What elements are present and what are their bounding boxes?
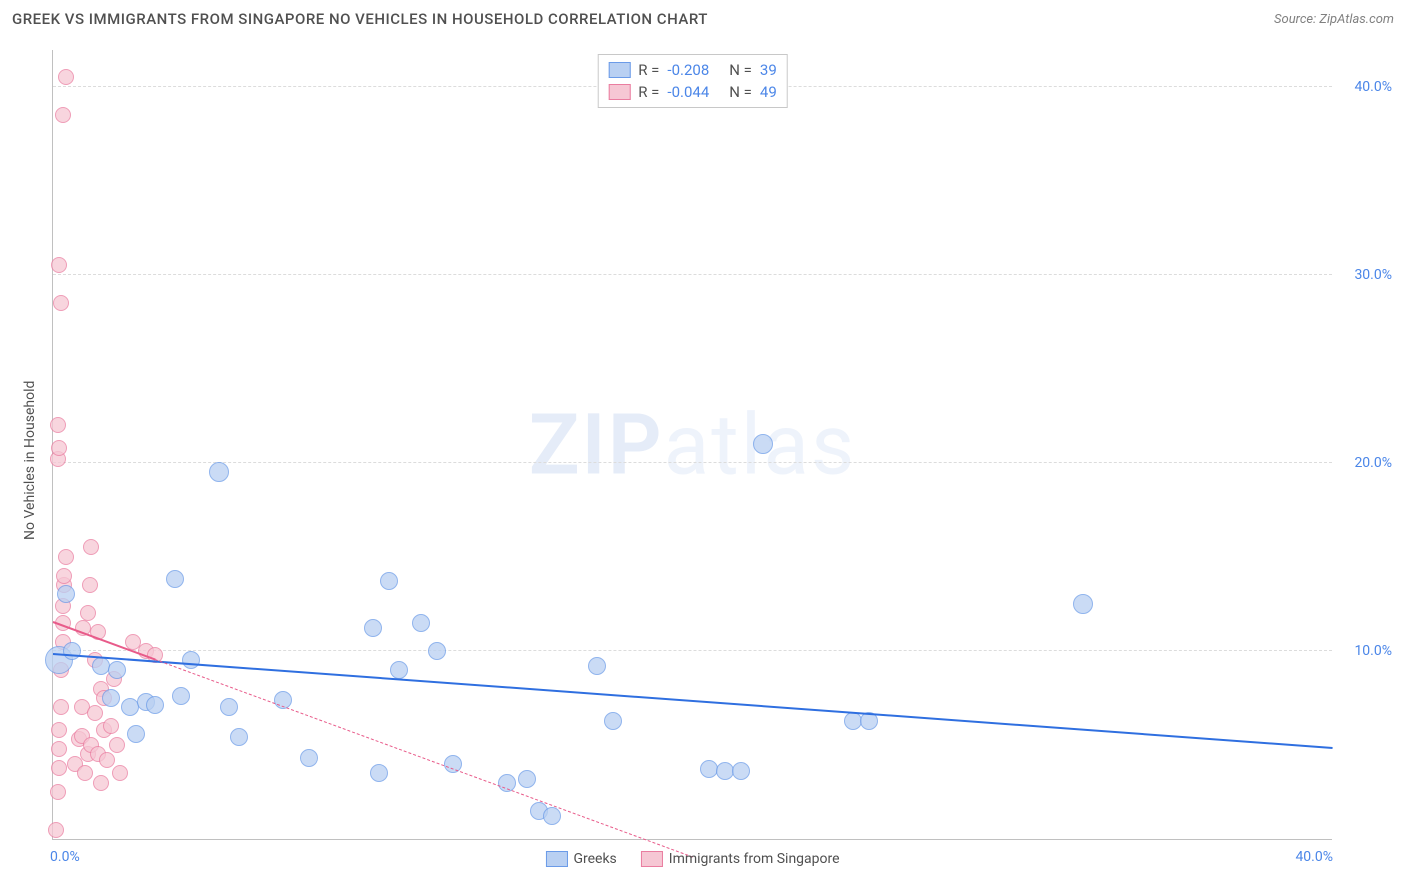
stat-n-value: 49: [760, 81, 777, 103]
data-point: [53, 699, 69, 715]
data-point: [588, 657, 606, 675]
data-point: [51, 741, 67, 757]
x-tick-label: 40.0%: [1295, 849, 1333, 865]
data-point: [753, 434, 773, 454]
plot-area: ZIPatlas 10.0%20.0%30.0%40.0%0.0%40.0%R …: [52, 50, 1332, 840]
data-point: [370, 764, 388, 782]
y-tick-label: 30.0%: [1337, 267, 1392, 283]
y-tick-label: 40.0%: [1337, 79, 1392, 95]
legend-swatch: [608, 62, 630, 78]
data-point: [146, 696, 164, 714]
source-attribution: Source: ZipAtlas.com: [1274, 12, 1394, 27]
data-point: [182, 651, 200, 669]
data-point: [58, 69, 74, 85]
legend-item: Greeks: [545, 851, 616, 867]
stat-n-label: N =: [729, 81, 752, 103]
data-point: [1073, 594, 1093, 614]
stats-row: R = -0.208 N = 39: [608, 59, 777, 81]
x-tick-label: 0.0%: [50, 849, 80, 865]
stat-r-value: -0.208: [667, 59, 709, 81]
data-point: [364, 619, 382, 637]
data-point: [220, 698, 238, 716]
legend-swatch: [641, 851, 663, 867]
stats-row: R = -0.044 N = 49: [608, 81, 777, 103]
y-tick-label: 20.0%: [1337, 455, 1392, 471]
data-point: [92, 657, 110, 675]
data-point: [83, 539, 99, 555]
watermark: ZIPatlas: [529, 395, 857, 494]
gridline: [53, 462, 1332, 463]
data-point: [166, 570, 184, 588]
data-point: [53, 295, 69, 311]
data-point: [108, 661, 126, 679]
data-point: [50, 784, 66, 800]
data-point: [58, 549, 74, 565]
data-point: [300, 749, 318, 767]
data-point: [51, 440, 67, 456]
data-point: [56, 568, 72, 584]
stats-box: R = -0.208 N = 39 R = -0.044 N = 49: [597, 54, 788, 108]
data-point: [428, 642, 446, 660]
data-point: [63, 642, 81, 660]
gridline: [53, 274, 1332, 275]
chart-title: GREEK VS IMMIGRANTS FROM SINGAPORE NO VE…: [12, 10, 708, 28]
legend: Greeks Immigrants from Singapore: [545, 851, 839, 867]
y-tick-label: 10.0%: [1337, 643, 1392, 659]
data-point: [390, 661, 408, 679]
legend-swatch: [545, 851, 567, 867]
stat-r-label: R =: [638, 59, 659, 81]
data-point: [230, 728, 248, 746]
legend-label: Greeks: [573, 851, 616, 867]
data-point: [172, 687, 190, 705]
data-point: [77, 765, 93, 781]
data-point: [518, 770, 536, 788]
data-point: [112, 765, 128, 781]
data-point: [604, 712, 622, 730]
y-axis-title: No Vehicles in Household: [22, 381, 38, 540]
stat-n-value: 39: [760, 59, 777, 81]
data-point: [82, 577, 98, 593]
trend-line: [155, 659, 693, 857]
stat-r-label: R =: [638, 81, 659, 103]
data-point: [109, 737, 125, 753]
data-point: [103, 718, 119, 734]
chart-header: GREEK VS IMMIGRANTS FROM SINGAPORE NO VE…: [0, 0, 1406, 38]
data-point: [99, 752, 115, 768]
data-point: [93, 775, 109, 791]
data-point: [80, 605, 96, 621]
data-point: [50, 417, 66, 433]
stat-r-value: -0.044: [667, 81, 709, 103]
legend-swatch: [608, 84, 630, 100]
data-point: [102, 689, 120, 707]
data-point: [51, 257, 67, 273]
legend-label: Immigrants from Singapore: [669, 851, 840, 867]
data-point: [543, 807, 561, 825]
data-point: [57, 585, 75, 603]
stat-n-label: N =: [729, 59, 752, 81]
data-point: [87, 705, 103, 721]
data-point: [55, 107, 71, 123]
data-point: [127, 725, 145, 743]
legend-item: Immigrants from Singapore: [641, 851, 840, 867]
data-point: [51, 760, 67, 776]
data-point: [732, 762, 750, 780]
data-point: [48, 822, 64, 838]
data-point: [412, 614, 430, 632]
data-point: [51, 722, 67, 738]
gridline: [53, 650, 1332, 651]
data-point: [380, 572, 398, 590]
data-point: [209, 462, 229, 482]
